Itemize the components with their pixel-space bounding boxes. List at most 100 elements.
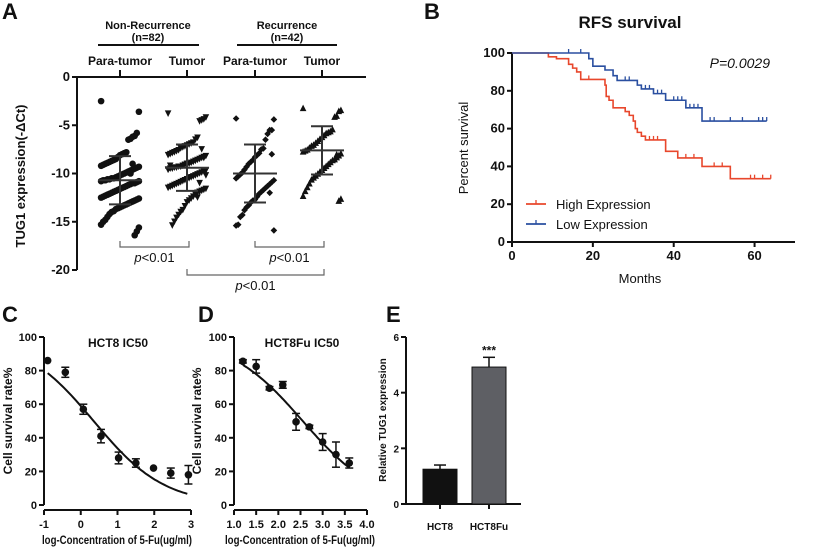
y-tick-label: 20 (215, 466, 227, 478)
data-point (202, 172, 210, 179)
legend-label-high: High Expression (556, 197, 651, 212)
y-tick-label: 0 (31, 500, 37, 512)
data-point (266, 189, 273, 197)
data-point (173, 214, 180, 222)
x-tick-label: 1.0 (226, 519, 241, 531)
category-label: Para-tumor (88, 54, 152, 68)
group-label-nonrecurrence: Non-Recurrence (105, 20, 191, 32)
data-point (232, 115, 240, 122)
y-tick-label: -5 (58, 117, 70, 132)
data-point (198, 146, 205, 153)
x-tick-label: 3.0 (315, 519, 330, 531)
y-tick-label: 80 (25, 366, 37, 378)
y-tick-label: -10 (51, 166, 70, 181)
y-tick-label: 80 (215, 366, 227, 378)
x-tick-label: 0 (508, 248, 515, 263)
data-point (164, 110, 172, 117)
data-point (292, 418, 300, 426)
data-point (184, 470, 193, 479)
data-point (196, 118, 203, 125)
significance-label: p<0.01 (133, 250, 174, 265)
data-point (239, 211, 246, 219)
y-tick-label: 60 (25, 399, 37, 411)
data-point (301, 187, 309, 195)
data-point (232, 222, 240, 229)
category-label: Tumor (169, 54, 206, 68)
y-tick-label: 100 (19, 332, 37, 344)
y-axis-label: Cell survival rate% (1, 367, 15, 474)
y-axis-label: Cell survival rate% (190, 367, 204, 474)
group-n-recurrence: (n=42) (271, 32, 304, 44)
significance-bracket (186, 269, 325, 276)
data-point (164, 184, 172, 192)
data-point (241, 206, 248, 214)
data-point (131, 231, 138, 239)
data-point (270, 227, 278, 234)
x-tick-label: HCT8 (427, 522, 454, 533)
data-point (335, 107, 343, 115)
y-tick-label: 40 (491, 158, 505, 173)
data-point (247, 158, 255, 166)
x-axis-label: Months (619, 271, 662, 286)
data-point (149, 464, 158, 472)
y-tick-label: 20 (491, 196, 505, 211)
category-label: Tumor (304, 54, 341, 68)
data-point (97, 162, 105, 170)
data-point (239, 357, 247, 366)
y-axis-label: TUG1 expression(-ΔCt) (13, 105, 28, 248)
x-tick-label: 2.5 (293, 519, 308, 531)
data-point (114, 454, 123, 462)
data-point (243, 163, 250, 171)
group-n-nonrecurrence: (n=82) (132, 32, 165, 44)
panel-label-b: B (424, 0, 440, 24)
y-tick-label: -15 (51, 214, 70, 229)
data-point (265, 384, 274, 393)
x-tick-label: 60 (747, 248, 761, 263)
legend-label-low: Low Expression (556, 217, 648, 232)
data-point (255, 149, 263, 157)
chart-title: HCT8Fu IC50 (265, 336, 340, 350)
x-tick-label: 2.0 (271, 519, 286, 531)
data-point (266, 126, 273, 134)
data-point (237, 213, 244, 221)
x-tick-label: 1 (114, 519, 120, 531)
survival-curve (512, 52, 767, 122)
data-point (125, 136, 132, 144)
x-tick-label: HCT8Fu (470, 522, 508, 533)
data-point (270, 116, 278, 123)
data-point (335, 197, 343, 204)
data-point (132, 459, 140, 467)
x-tick-label: 2 (151, 519, 157, 531)
y-tick-label: 6 (393, 333, 399, 344)
x-tick-label: 1.5 (249, 519, 264, 531)
data-point (249, 197, 257, 204)
panel-c-ic50: HCT8 IC50 log-Concentration of 5-Fu(ug/m… (1, 332, 194, 547)
data-point (97, 97, 105, 105)
data-point (164, 151, 172, 159)
y-tick-label: 100 (483, 45, 505, 60)
y-tick-label: 40 (215, 433, 227, 445)
group-label-recurrence: Recurrence (257, 20, 318, 32)
panel-label-d: D (198, 302, 214, 327)
data-point (97, 194, 105, 201)
data-point (345, 459, 354, 467)
data-point (127, 170, 134, 177)
data-point (262, 136, 269, 144)
x-tick-label: 20 (586, 248, 600, 263)
significance-label: p<0.01 (234, 278, 275, 293)
data-point (333, 150, 340, 158)
x-axis-label: log-Concentration of 5-Fu(ug/ml) (225, 533, 375, 547)
data-point (331, 113, 338, 120)
data-point (299, 104, 307, 112)
significance-label: *** (482, 343, 496, 357)
y-tick-label: 20 (25, 466, 37, 478)
x-tick-label: 40 (666, 248, 680, 263)
panel-label-e: E (386, 302, 401, 327)
data-point (264, 182, 271, 190)
data-point (245, 160, 252, 168)
x-tick-label: 4.0 (359, 519, 374, 531)
data-point (264, 130, 271, 138)
chart-title: RFS survival (579, 13, 682, 32)
data-point (194, 194, 201, 201)
data-point (166, 162, 174, 170)
